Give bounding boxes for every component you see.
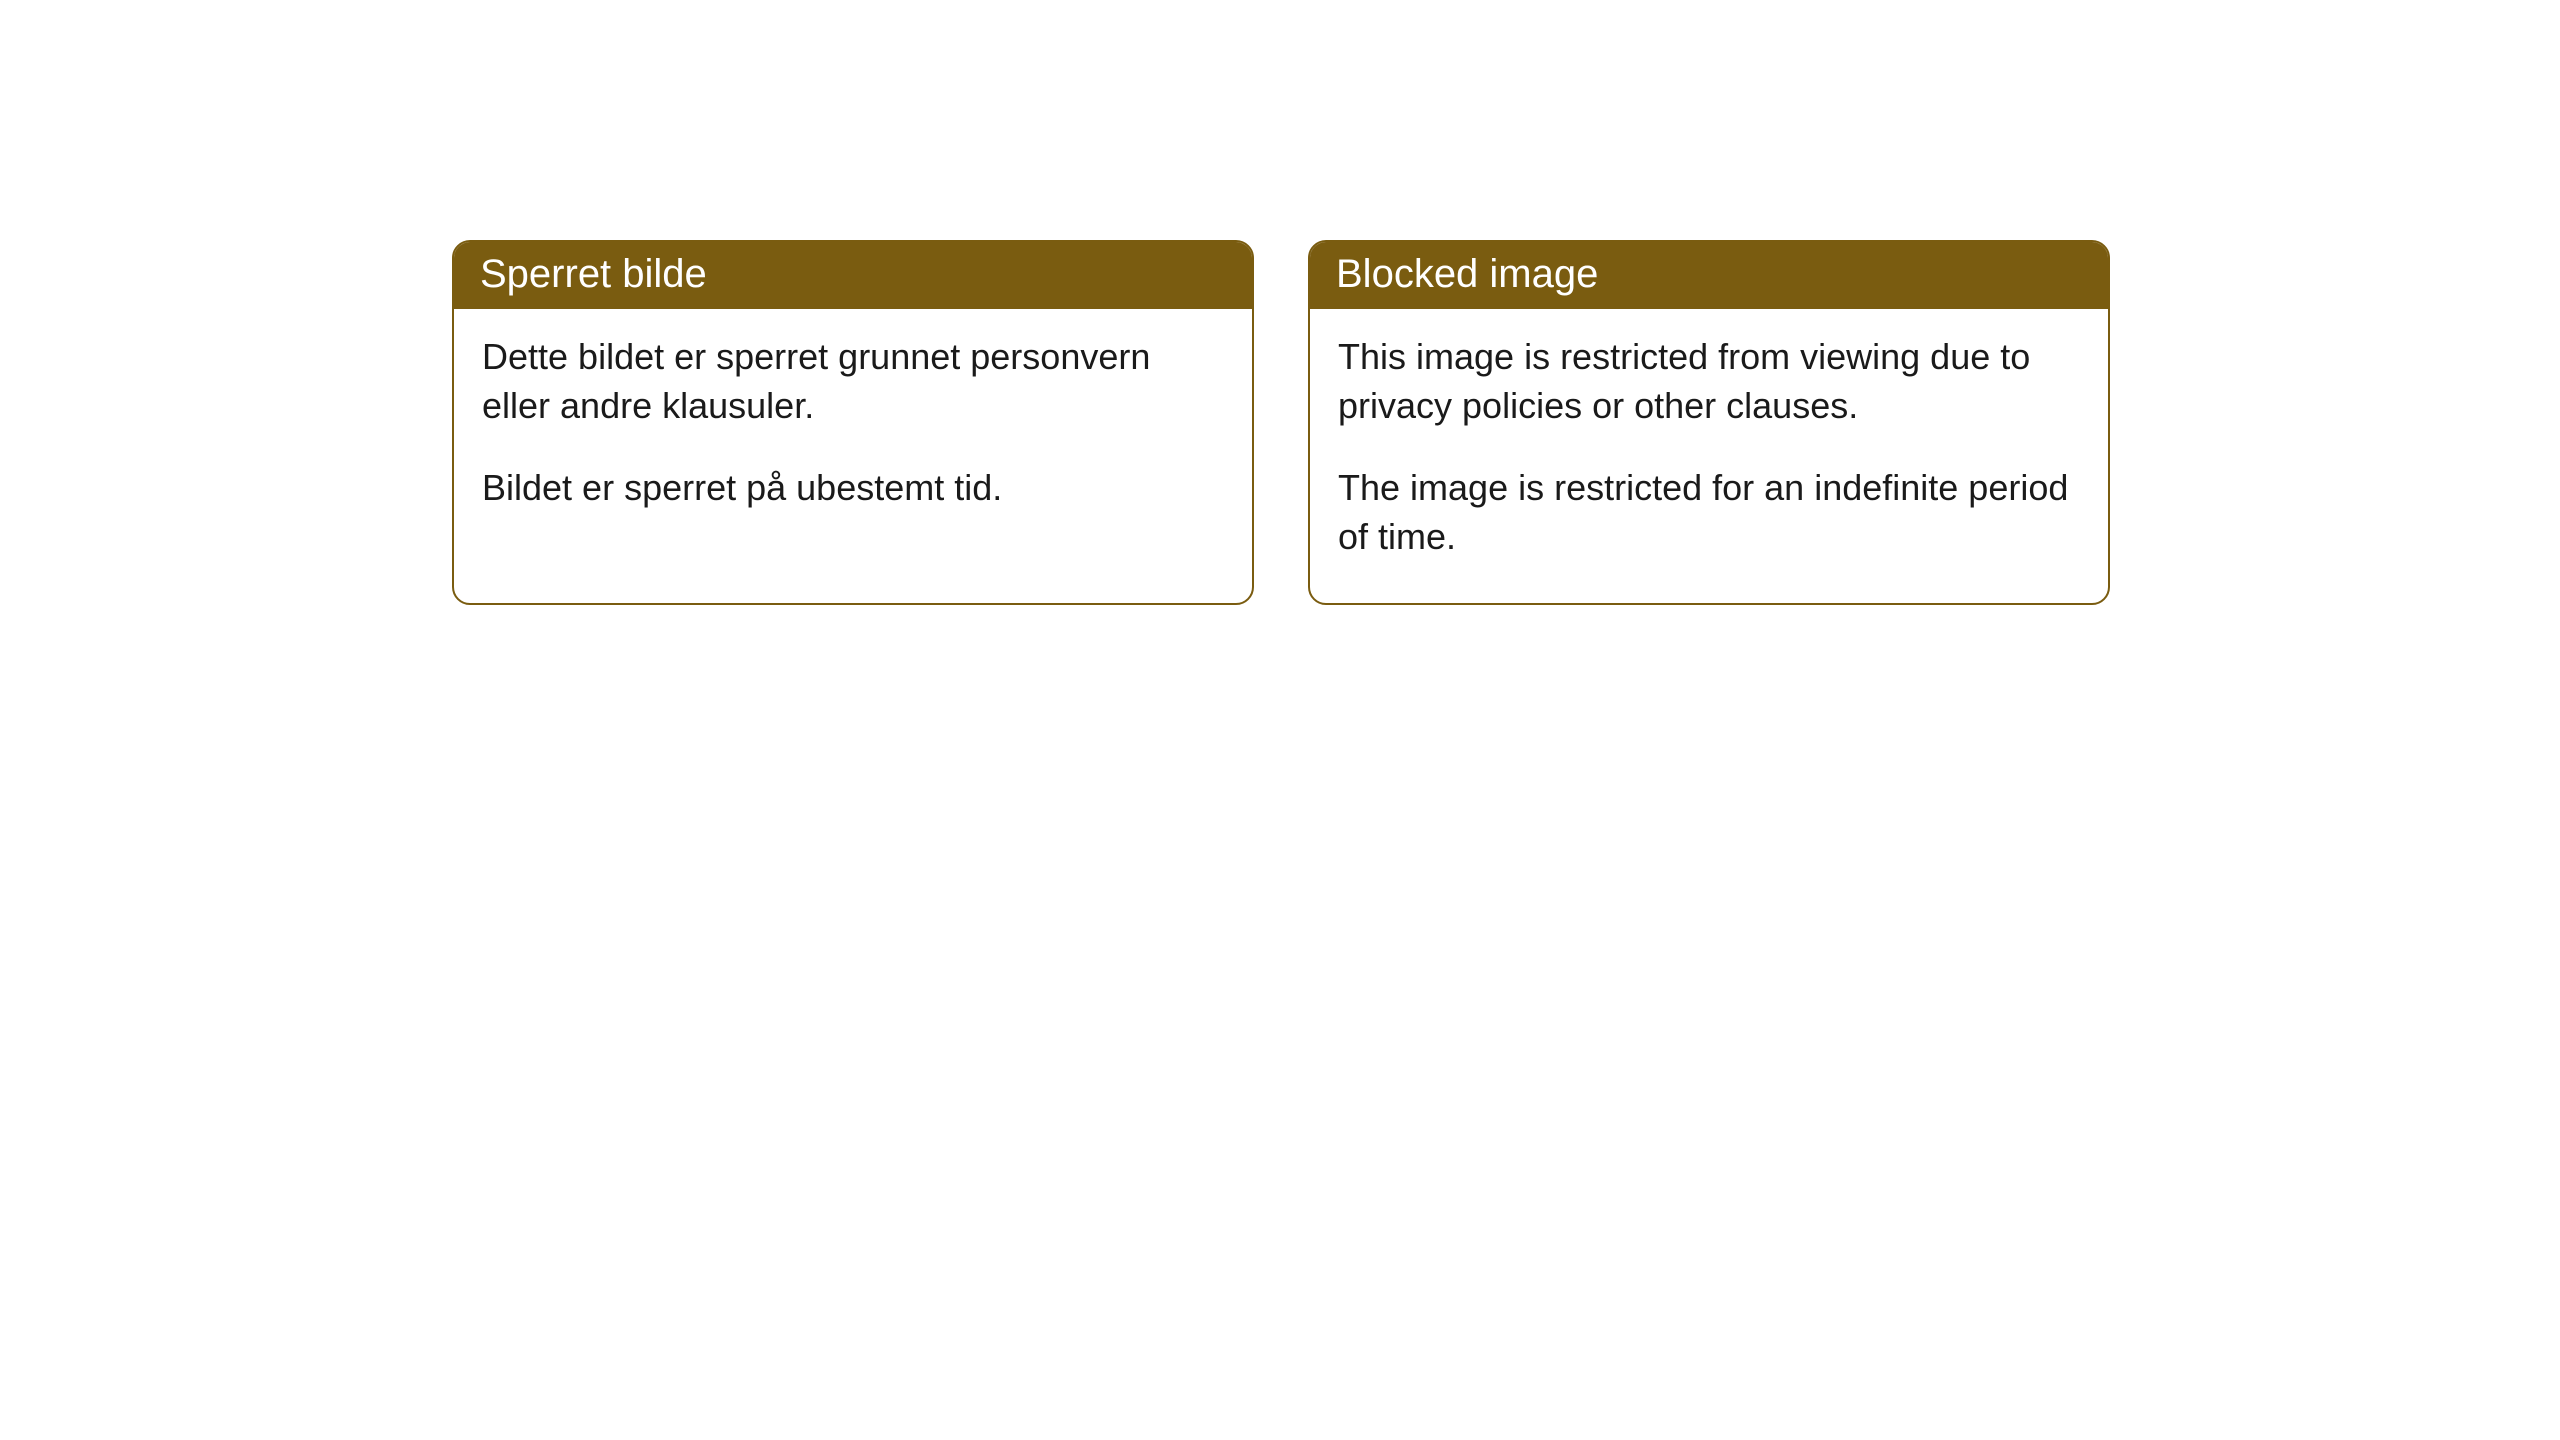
card-paragraph-1: Dette bildet er sperret grunnet personve…: [482, 333, 1224, 430]
card-paragraph-2: Bildet er sperret på ubestemt tid.: [482, 464, 1224, 513]
blocked-image-card-english: Blocked image This image is restricted f…: [1308, 240, 2110, 605]
card-body: Dette bildet er sperret grunnet personve…: [454, 309, 1252, 555]
card-body: This image is restricted from viewing du…: [1310, 309, 2108, 603]
card-paragraph-1: This image is restricted from viewing du…: [1338, 333, 2080, 430]
card-title: Blocked image: [1310, 242, 2108, 309]
card-title: Sperret bilde: [454, 242, 1252, 309]
card-paragraph-2: The image is restricted for an indefinit…: [1338, 464, 2080, 561]
cards-container: Sperret bilde Dette bildet er sperret gr…: [0, 0, 2560, 605]
blocked-image-card-norwegian: Sperret bilde Dette bildet er sperret gr…: [452, 240, 1254, 605]
